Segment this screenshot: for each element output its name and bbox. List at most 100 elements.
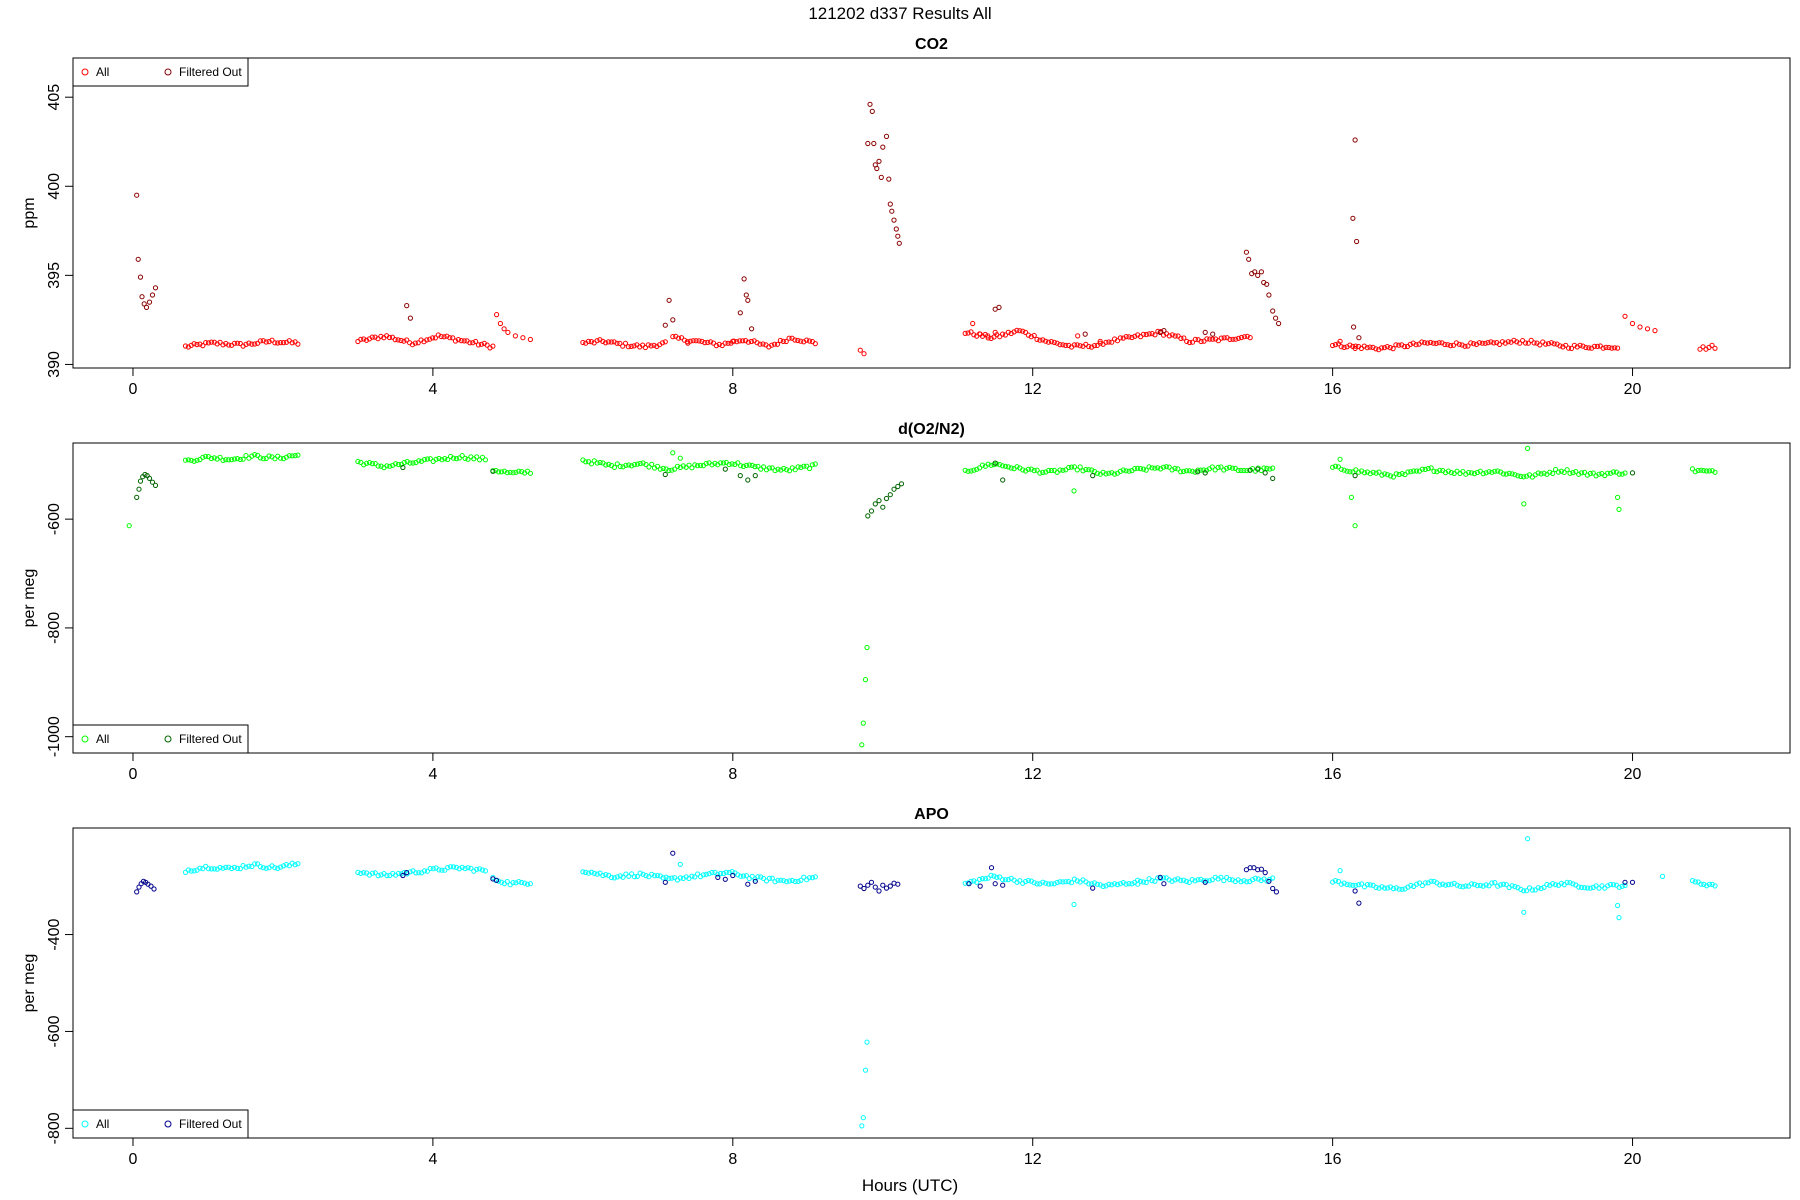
legend-label: All (96, 1117, 109, 1131)
data-point-all (654, 872, 661, 879)
data-point-all (735, 872, 741, 878)
panel-title: CO2 (915, 36, 948, 53)
data-point-all (527, 336, 534, 343)
data-point-all (208, 866, 214, 872)
data-point-all (772, 467, 778, 474)
data-point-all (243, 341, 249, 347)
data-point-all (643, 461, 649, 468)
data-point-filtered (715, 874, 721, 881)
data-point-all (477, 866, 483, 872)
data-point-all (977, 876, 983, 883)
data-point-all (982, 876, 989, 882)
data-point-all (1515, 473, 1521, 479)
data-point-all (1428, 878, 1434, 884)
data-point-all (1264, 465, 1270, 471)
data-point-all (229, 457, 235, 463)
plot-frame (72, 57, 1791, 369)
data-point-all (1189, 339, 1196, 345)
data-point-all (226, 457, 232, 463)
data-point-all (669, 875, 675, 881)
data-point-all (1422, 466, 1428, 472)
data-point-all (1637, 324, 1643, 330)
data-point-all (1364, 882, 1371, 888)
data-point-all (1112, 471, 1118, 477)
data-point-all (1577, 342, 1583, 348)
data-point-all (361, 336, 367, 342)
data-point-all (997, 334, 1003, 340)
data-point-all (971, 332, 977, 338)
data-point-filtered (883, 133, 890, 139)
data-point-all (1094, 881, 1101, 887)
data-point-filtered (868, 508, 875, 514)
data-point-all (783, 338, 789, 345)
data-point-all (974, 466, 980, 472)
data-point-all (603, 872, 609, 878)
data-point-all (473, 338, 479, 345)
x-tick-label: 0 (129, 766, 138, 783)
data-point-all (1480, 471, 1486, 477)
data-point-all (580, 339, 586, 346)
data-point-all (735, 460, 741, 466)
data-point-all (1431, 468, 1437, 474)
data-point-all (962, 330, 968, 336)
legend-marker (81, 1120, 89, 1128)
data-point-all (1040, 879, 1046, 885)
data-point-all (1385, 472, 1391, 478)
data-point-all (1077, 343, 1083, 349)
data-point-all (1227, 336, 1233, 342)
data-point-filtered (749, 326, 755, 332)
data-point-all (1509, 471, 1515, 477)
data-point-all (643, 873, 649, 879)
data-point-all (1129, 881, 1135, 887)
data-point-all (1512, 472, 1518, 478)
data-point-filtered (1266, 878, 1272, 884)
data-point-all (355, 869, 361, 876)
data-point-all (801, 874, 807, 880)
data-point-all (1590, 470, 1596, 476)
data-point-all (1387, 345, 1393, 351)
data-point-all (1573, 469, 1579, 475)
data-point-all (1014, 327, 1020, 333)
legend: All Filtered Out (72, 57, 249, 87)
data-point-all (286, 863, 292, 869)
data-point-all (1215, 338, 1222, 344)
data-point-all (680, 463, 686, 469)
data-point-all (1587, 470, 1593, 477)
data-point-filtered (865, 140, 871, 147)
data-point-all (280, 340, 287, 346)
data-point-all (1551, 341, 1557, 347)
data-point-all (1399, 886, 1405, 892)
data-point-all (1544, 881, 1550, 888)
data-point-filtered (670, 850, 676, 856)
data-point-filtered (1351, 324, 1357, 330)
data-point-all (1531, 340, 1537, 346)
data-point-all (1584, 885, 1591, 891)
data-point-all (257, 338, 263, 344)
data-point-all (1080, 468, 1086, 474)
data-point-all (1132, 333, 1138, 339)
data-point-filtered (891, 486, 897, 492)
data-point-all (1581, 885, 1588, 891)
data-point-all (501, 326, 507, 332)
data-point-all (283, 862, 289, 868)
data-point-all (1521, 888, 1527, 894)
data-point-all (1512, 884, 1518, 890)
data-point-all (1373, 346, 1379, 352)
data-point-filtered (1273, 889, 1280, 895)
data-point-filtered (874, 165, 880, 172)
data-point-all (1117, 881, 1124, 887)
data-point-all (962, 467, 968, 473)
y-tick-label: 405 (46, 84, 63, 111)
data-point-all (384, 872, 390, 879)
data-point-all (468, 865, 474, 871)
data-point-filtered (1350, 215, 1356, 221)
data-point-all (1005, 877, 1011, 883)
data-point-all (1469, 881, 1475, 887)
data-point-all (395, 870, 402, 877)
data-point-all (676, 335, 682, 341)
data-point-all (234, 865, 240, 872)
data-point-filtered (146, 299, 153, 305)
data-point-all (191, 868, 197, 874)
data-point-filtered (878, 174, 884, 180)
